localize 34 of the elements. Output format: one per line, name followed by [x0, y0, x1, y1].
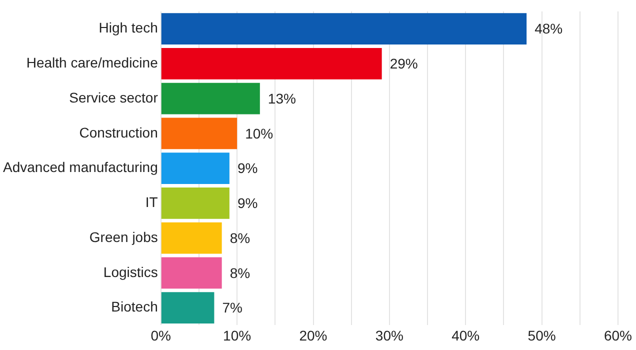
data-label: 8%	[230, 230, 250, 246]
bar	[161, 48, 382, 80]
data-label: 9%	[237, 195, 258, 212]
bar	[161, 13, 527, 45]
data-label: 8%	[230, 264, 250, 281]
y-tick-label: Green jobs	[89, 228, 158, 245]
y-tick-label: Service sector	[69, 89, 158, 106]
y-tick-label: Logistics	[103, 264, 158, 280]
bar	[161, 187, 230, 219]
data-label: 9%	[237, 160, 258, 176]
y-tick-label: IT	[145, 194, 158, 210]
bar	[161, 82, 260, 114]
x-tick-label: 20%	[299, 327, 328, 344]
y-tick-label: Health care/medicine	[26, 54, 158, 71]
x-tick-label: 40%	[452, 327, 480, 344]
bar	[161, 152, 230, 184]
x-tick-label: 30%	[375, 327, 404, 344]
bar	[161, 292, 214, 324]
x-tick-label: 0%	[150, 327, 171, 344]
data-label: 48%	[534, 20, 563, 37]
y-tick-label: Construction	[79, 124, 158, 140]
data-label: 29%	[390, 56, 418, 72]
x-tick-label: 10%	[223, 327, 252, 344]
bar	[161, 222, 222, 254]
data-label: 7%	[222, 300, 242, 316]
bar	[161, 118, 238, 150]
data-label: 13%	[268, 90, 296, 106]
bar	[161, 257, 222, 289]
x-tick-label: 60%	[604, 327, 632, 344]
y-tick-label: Biotech	[111, 298, 158, 315]
y-tick-label: High tech	[98, 20, 158, 36]
x-tick-label: 50%	[528, 327, 556, 344]
data-label: 10%	[245, 125, 274, 142]
y-tick-label: Advanced manufacturing	[3, 159, 158, 176]
